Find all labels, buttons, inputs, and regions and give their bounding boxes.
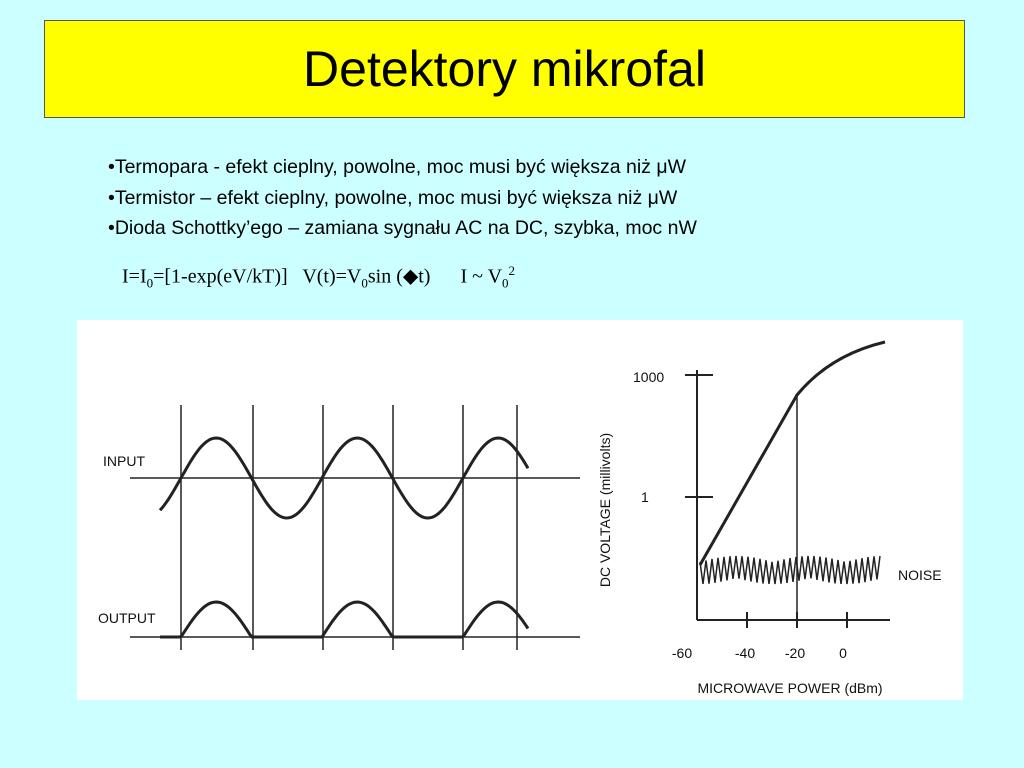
bullet: •Termistor – efekt cieplny, powolne, moc… [108,186,678,209]
bullet: •Termopara - efekt cieplny, powolne, moc… [108,156,686,178]
formula-part: V(t)=V [302,265,362,288]
bullet: •Dioda Schottky’ego – zamiana sygnału AC… [108,217,697,239]
y-tick-label: 1 [641,489,649,505]
superscript: 2 [508,263,516,278]
output-wave [160,600,530,639]
x-tick-label: -20 [785,645,805,661]
output-label: OUTPUT [98,610,156,626]
formula-part: sin (◆t) [367,265,431,288]
formula: I=I0=[1-exp(eV/kT)] V(t)=V0sin (◆t) I ~ … [122,263,515,292]
x-tick-label: -60 [672,645,692,661]
formula-part: I=I [122,265,147,288]
y-tick-label: 1000 [633,369,664,385]
x-axis-label: MICROWAVE POWER (dBm) [697,680,882,696]
x-tick-label: -40 [735,645,755,661]
noise-label: NOISE [898,567,942,583]
x-tick-label: 0 [839,645,847,661]
noise [699,555,881,585]
input-wave [158,436,530,520]
bullet-list: •Termopara - efekt cieplny, powolne, moc… [108,152,697,244]
subscript: 0 [361,275,368,291]
y-axis-label: DC VOLTAGE (millivolts) [597,433,613,587]
guide-lines [180,405,518,650]
input-label: INPUT [103,453,145,469]
response-curve [698,340,886,566]
formula-part: =[1-exp(eV/kT)] [153,265,288,288]
right-chart [685,340,890,628]
subscript: 0 [146,275,154,291]
subscript: 0 [502,275,509,291]
figure-background [77,320,963,700]
left-diagram [130,405,580,650]
title: Detektory mikrofal [44,20,965,118]
formula-part: I ~ V [460,265,503,288]
